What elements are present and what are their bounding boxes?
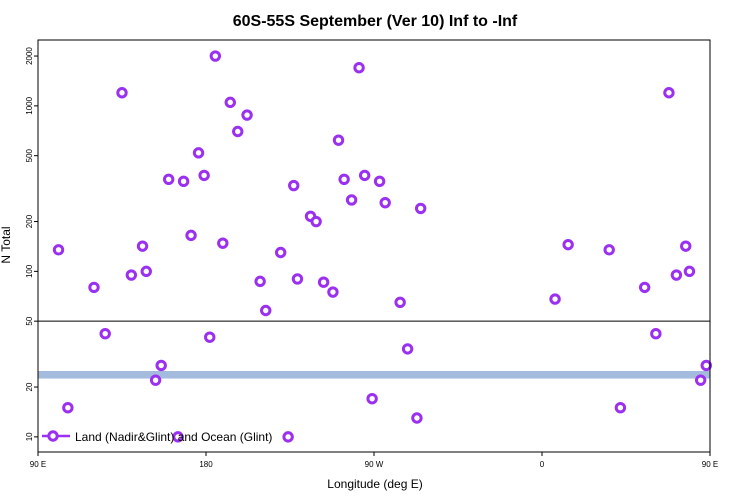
data-point — [700, 359, 712, 372]
data-point — [52, 244, 65, 256]
band-layer — [38, 370, 710, 379]
data-point — [149, 374, 162, 386]
data-point — [358, 169, 371, 182]
data-point — [694, 374, 707, 386]
chart-title: 60S-55S September (Ver 10) Inf to -Inf — [233, 13, 518, 30]
data-point — [232, 125, 244, 138]
data-point — [254, 275, 266, 288]
data-point — [140, 265, 152, 278]
data-point — [353, 62, 365, 74]
data-point — [345, 194, 358, 206]
data-point — [217, 237, 229, 249]
data-point — [172, 431, 184, 443]
data-point — [638, 281, 651, 294]
data-point — [680, 240, 692, 252]
legend-marker-swatch — [47, 430, 59, 442]
x-tick-label: 90 W — [365, 460, 384, 469]
data-point — [192, 147, 205, 159]
data-point — [224, 96, 236, 109]
data-point — [291, 273, 304, 285]
shaded-band — [38, 370, 710, 379]
x-tick-label: 0 — [540, 460, 545, 469]
data-point — [274, 246, 287, 259]
data-point — [282, 431, 294, 443]
data-point — [198, 169, 210, 182]
y-tick-label: 20 — [25, 382, 34, 391]
y-tick-label: 200 — [25, 214, 34, 228]
data-point — [332, 134, 345, 146]
data-point — [185, 229, 197, 242]
data-point — [414, 202, 427, 215]
points-layer — [52, 50, 712, 443]
y-axis: 10 20 50 100 200 500 1000 2000 — [25, 47, 38, 441]
data-point — [99, 328, 111, 340]
data-point — [411, 412, 423, 424]
data-point — [663, 87, 675, 99]
data-point — [683, 265, 696, 278]
y-tick-label: 100 — [25, 264, 34, 278]
data-point — [603, 244, 615, 256]
data-point — [162, 173, 175, 185]
x-axis: 90 E 180 90 W 0 90 E — [30, 452, 718, 469]
x-tick-label: 90 E — [702, 460, 718, 469]
data-point — [373, 175, 386, 188]
data-point — [288, 179, 300, 192]
data-point — [177, 175, 190, 188]
y-tick-label: 50 — [25, 316, 34, 325]
x-tick-label: 180 — [199, 460, 213, 469]
legend: Land (Nadir&Glint) and Ocean (Glint) — [42, 430, 272, 444]
data-point — [401, 343, 414, 355]
y-axis-label: N Total — [0, 226, 13, 263]
data-point — [317, 276, 330, 288]
y-tick-label: 2000 — [25, 47, 34, 65]
data-point — [209, 50, 222, 62]
x-tick-label: 90 E — [30, 460, 46, 469]
data-point — [204, 331, 216, 343]
data-point — [379, 196, 391, 209]
data-point — [614, 402, 627, 414]
data-point — [366, 393, 378, 405]
data-point — [88, 281, 100, 294]
data-point — [136, 240, 149, 252]
data-point — [62, 402, 74, 414]
data-point — [125, 269, 138, 281]
data-point — [562, 238, 574, 251]
x-axis-label: Longitude (deg E) — [327, 477, 422, 491]
data-point — [116, 87, 128, 99]
legend-label: Land (Nadir&Glint) and Ocean (Glint) — [75, 430, 272, 444]
y-tick-label: 500 — [25, 148, 34, 162]
data-point — [394, 296, 406, 309]
data-point — [338, 173, 350, 185]
data-point — [670, 269, 683, 281]
data-point — [310, 215, 322, 228]
data-point — [241, 109, 253, 121]
data-point — [549, 293, 561, 305]
data-point — [260, 304, 272, 317]
y-tick-label: 1000 — [25, 96, 34, 114]
y-tick-label: 10 — [25, 432, 34, 441]
data-point — [155, 359, 167, 372]
data-point — [650, 328, 662, 340]
data-point — [327, 286, 339, 298]
